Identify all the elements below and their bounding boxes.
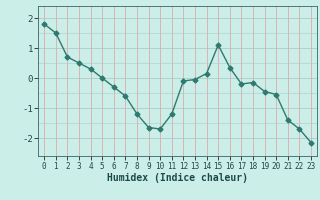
X-axis label: Humidex (Indice chaleur): Humidex (Indice chaleur) xyxy=(107,173,248,183)
